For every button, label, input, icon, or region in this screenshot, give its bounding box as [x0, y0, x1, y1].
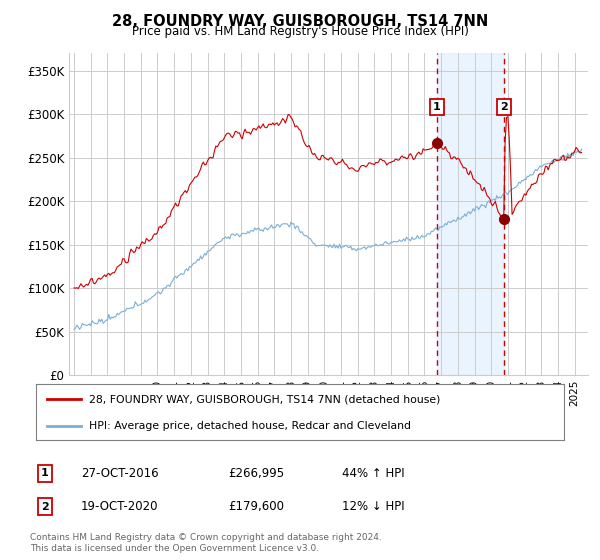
Text: 12% ↓ HPI: 12% ↓ HPI — [342, 500, 404, 514]
Text: 28, FOUNDRY WAY, GUISBOROUGH, TS14 7NN (detached house): 28, FOUNDRY WAY, GUISBOROUGH, TS14 7NN (… — [89, 394, 440, 404]
Text: 44% ↑ HPI: 44% ↑ HPI — [342, 466, 404, 480]
Text: 27-OCT-2016: 27-OCT-2016 — [81, 466, 158, 480]
Text: 28, FOUNDRY WAY, GUISBOROUGH, TS14 7NN: 28, FOUNDRY WAY, GUISBOROUGH, TS14 7NN — [112, 14, 488, 29]
Text: £179,600: £179,600 — [228, 500, 284, 514]
Text: Price paid vs. HM Land Registry's House Price Index (HPI): Price paid vs. HM Land Registry's House … — [131, 25, 469, 38]
Text: HPI: Average price, detached house, Redcar and Cleveland: HPI: Average price, detached house, Redc… — [89, 421, 411, 431]
Text: 2: 2 — [41, 502, 49, 512]
Text: 1: 1 — [41, 468, 49, 478]
Text: Contains HM Land Registry data © Crown copyright and database right 2024.
This d: Contains HM Land Registry data © Crown c… — [30, 533, 382, 553]
Bar — [437, 53, 504, 375]
Text: 2: 2 — [500, 102, 508, 112]
Text: 1: 1 — [433, 102, 441, 112]
Text: £266,995: £266,995 — [228, 466, 284, 480]
Text: 19-OCT-2020: 19-OCT-2020 — [81, 500, 158, 514]
